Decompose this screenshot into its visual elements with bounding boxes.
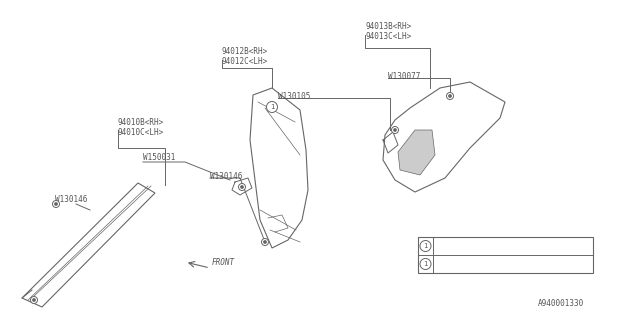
Circle shape: [262, 238, 269, 245]
Text: W130146: W130146: [55, 195, 88, 204]
Circle shape: [447, 92, 454, 100]
Circle shape: [239, 183, 246, 190]
Circle shape: [394, 129, 397, 132]
Circle shape: [449, 94, 451, 98]
Polygon shape: [250, 88, 308, 248]
Polygon shape: [22, 183, 155, 307]
Text: W13023  (1004-  ): W13023 (1004- ): [436, 258, 515, 267]
Text: 1: 1: [424, 261, 428, 267]
Text: A940001330: A940001330: [538, 299, 584, 308]
Text: 94013B<RH>
94013C<LH>: 94013B<RH> 94013C<LH>: [365, 22, 412, 41]
Circle shape: [241, 186, 243, 188]
Text: 94012B<RH>
94012C<LH>: 94012B<RH> 94012C<LH>: [222, 47, 268, 67]
Circle shape: [52, 201, 60, 207]
Text: 1: 1: [270, 104, 274, 110]
Text: W130077: W130077: [388, 72, 420, 81]
Circle shape: [264, 241, 266, 244]
Text: W130225 ( -1003): W130225 ( -1003): [436, 240, 510, 249]
Circle shape: [392, 126, 399, 133]
Circle shape: [54, 203, 58, 205]
Text: W150031: W150031: [143, 153, 175, 162]
Circle shape: [266, 101, 278, 113]
Text: W130146: W130146: [210, 172, 243, 181]
Circle shape: [420, 241, 431, 252]
Text: 1: 1: [424, 243, 428, 249]
Text: 94010B<RH>
94010C<LH>: 94010B<RH> 94010C<LH>: [118, 118, 164, 137]
Text: W130105: W130105: [278, 92, 310, 101]
Bar: [418, 237, 593, 273]
Text: FRONT: FRONT: [212, 258, 235, 267]
Polygon shape: [383, 82, 505, 192]
Circle shape: [31, 297, 38, 303]
Circle shape: [33, 299, 35, 301]
Circle shape: [420, 259, 431, 269]
Polygon shape: [398, 130, 435, 175]
